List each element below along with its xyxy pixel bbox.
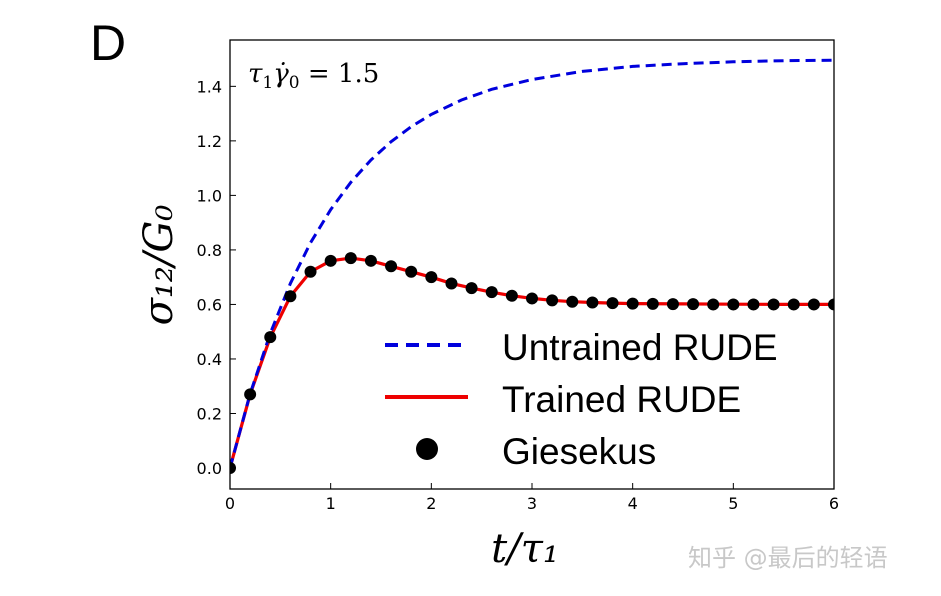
giesekus-point — [687, 298, 700, 311]
giesekus-point — [304, 265, 317, 278]
giesekus-point — [546, 294, 559, 307]
y-tick-label: 0.2 — [197, 404, 222, 423]
y-tick-label: 0.4 — [197, 350, 222, 369]
x-axis-label: t/τ₁ — [491, 526, 559, 572]
legend: Untrained RUDE Trained RUDE Giesekus — [385, 327, 778, 472]
x-tick-label: 5 — [728, 494, 738, 513]
panel-label: D — [90, 15, 126, 71]
giesekus-point — [727, 298, 740, 311]
x-tick-label: 1 — [326, 494, 336, 513]
legend-giesekus-label: Giesekus — [502, 431, 656, 472]
x-tick-label: 4 — [628, 494, 638, 513]
giesekus-point — [385, 260, 398, 273]
giesekus-point — [445, 277, 458, 290]
y-tick-label: 1.0 — [197, 186, 222, 205]
giesekus-point — [566, 295, 579, 308]
x-tick-label: 2 — [426, 494, 436, 513]
giesekus-point — [828, 298, 834, 311]
giesekus-point — [707, 298, 720, 311]
giesekus-point — [364, 254, 377, 267]
y-tick-label: 0.6 — [197, 295, 222, 314]
giesekus-point — [586, 296, 599, 309]
giesekus-point — [807, 298, 820, 311]
giesekus-point — [646, 297, 659, 310]
giesekus-point — [244, 388, 257, 401]
y-tick-label: 1.2 — [197, 132, 222, 151]
x-tick-label: 3 — [527, 494, 537, 513]
watermark: 知乎 @最后的轻语 — [688, 544, 888, 572]
giesekus-point — [505, 289, 518, 302]
giesekus-point — [747, 298, 760, 311]
annotation: τ1γ̇0 = 1.5 — [248, 59, 379, 93]
x-tick-label: 0 — [225, 494, 235, 513]
y-tick-label: 0.0 — [197, 459, 222, 478]
legend-giesekus-marker — [416, 438, 438, 460]
giesekus-point — [324, 254, 337, 267]
giesekus-point — [606, 297, 619, 310]
legend-untrained-label: Untrained RUDE — [502, 327, 778, 368]
giesekus-point — [767, 298, 780, 311]
y-axis-label: σ₁₂/G₀ — [136, 205, 182, 326]
giesekus-point — [425, 271, 438, 284]
y-tick-label: 0.8 — [197, 241, 222, 260]
giesekus-point — [264, 331, 277, 344]
untrained-rude-line — [230, 58, 834, 469]
y-tick-label: 1.4 — [197, 77, 222, 96]
giesekus-point — [284, 290, 297, 303]
legend-trained-label: Trained RUDE — [502, 379, 741, 420]
giesekus-point — [465, 282, 478, 295]
giesekus-point — [666, 298, 679, 311]
giesekus-point — [626, 297, 639, 310]
giesekus-point — [787, 298, 800, 311]
x-tick-label: 6 — [829, 494, 839, 513]
giesekus-point — [526, 292, 538, 305]
giesekus-point — [344, 252, 357, 265]
giesekus-point — [485, 286, 498, 299]
giesekus-point — [405, 265, 418, 278]
